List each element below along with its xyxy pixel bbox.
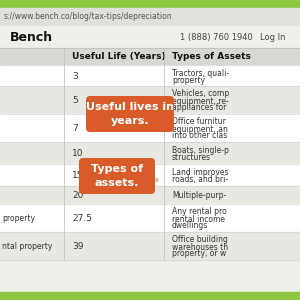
Text: appliances for: appliances for xyxy=(172,103,226,112)
Text: rental income: rental income xyxy=(172,214,225,224)
Text: Tractors, quali-: Tractors, quali- xyxy=(172,69,229,78)
Text: 27.5: 27.5 xyxy=(72,214,92,223)
Text: 3: 3 xyxy=(72,72,78,81)
Text: property: property xyxy=(2,214,35,223)
Text: property: property xyxy=(172,76,205,85)
Bar xyxy=(0,204,300,232)
Bar xyxy=(0,8,300,26)
Text: equipment, re-: equipment, re- xyxy=(172,97,229,106)
Text: 20: 20 xyxy=(72,191,83,200)
Bar xyxy=(0,66,300,86)
Text: Any rental pro: Any rental pro xyxy=(172,208,227,217)
Text: into other clas: into other clas xyxy=(172,131,227,140)
Text: Log In: Log In xyxy=(260,33,286,42)
Text: Office building: Office building xyxy=(172,236,228,244)
Text: s://www.bench.co/blog/tax-tips/depreciation: s://www.bench.co/blog/tax-tips/depreciat… xyxy=(4,12,172,21)
Text: warehouses th: warehouses th xyxy=(172,242,228,251)
Text: structures: structures xyxy=(172,153,211,162)
Text: property, or w: property, or w xyxy=(172,250,226,259)
Text: 7: 7 xyxy=(72,124,78,133)
Text: 15: 15 xyxy=(72,171,83,180)
Text: Land improves: Land improves xyxy=(172,168,229,177)
Text: equipment, an: equipment, an xyxy=(172,124,228,134)
FancyBboxPatch shape xyxy=(86,96,174,132)
Bar xyxy=(0,114,300,142)
Bar xyxy=(0,232,300,260)
Bar xyxy=(0,164,300,186)
Bar xyxy=(0,48,300,66)
Text: ntal property: ntal property xyxy=(2,242,52,251)
Text: Useful Life (Years): Useful Life (Years) xyxy=(72,52,166,61)
Bar xyxy=(0,0,300,8)
Text: Multiple-purp-: Multiple-purp- xyxy=(172,191,226,200)
Text: 39: 39 xyxy=(72,242,83,251)
Bar xyxy=(0,186,300,204)
Text: Useful lives in
years.: Useful lives in years. xyxy=(86,102,174,126)
Text: Vehicles, comp: Vehicles, comp xyxy=(172,89,229,98)
Text: Types of Assets: Types of Assets xyxy=(172,52,251,61)
Text: roads, and bri-: roads, and bri- xyxy=(172,175,228,184)
Text: Types of
assets.: Types of assets. xyxy=(91,164,143,188)
Bar xyxy=(0,292,300,300)
Bar xyxy=(0,26,300,48)
Text: Bench: Bench xyxy=(10,31,53,44)
FancyArrowPatch shape xyxy=(146,176,156,184)
Text: dwellings: dwellings xyxy=(172,221,208,230)
Text: 5: 5 xyxy=(72,96,78,105)
Text: Office furnitur: Office furnitur xyxy=(172,118,226,127)
Text: 10: 10 xyxy=(72,149,83,158)
FancyBboxPatch shape xyxy=(79,158,155,194)
Bar xyxy=(0,86,300,114)
Text: Boats, single-p: Boats, single-p xyxy=(172,146,229,155)
Text: 1 (888) 760 1940: 1 (888) 760 1940 xyxy=(180,33,253,42)
Bar xyxy=(0,142,300,164)
